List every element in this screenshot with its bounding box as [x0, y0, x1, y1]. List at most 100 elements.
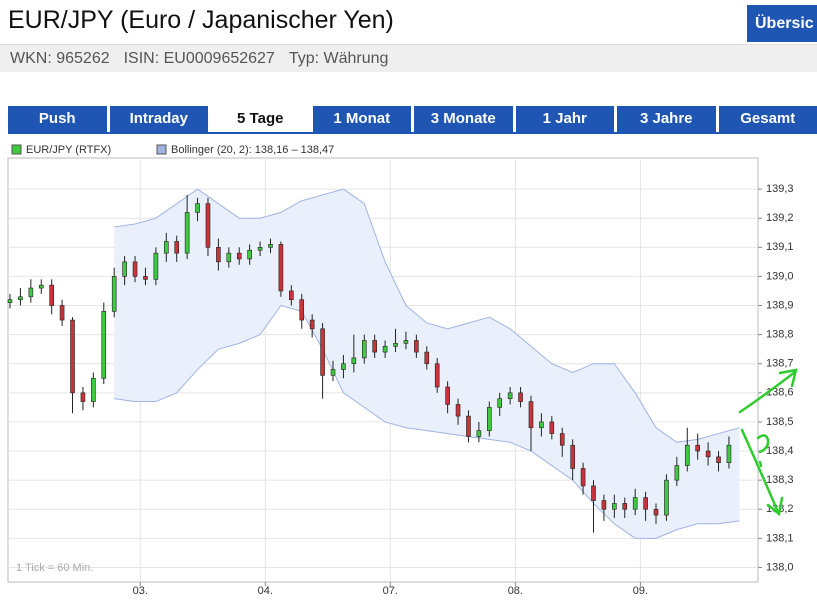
tab[interactable]: 1 Jahr	[515, 106, 614, 132]
candle-body	[320, 328, 325, 376]
candle-body	[361, 340, 367, 359]
candle-body	[674, 465, 680, 481]
candle-body	[445, 386, 450, 405]
y-tick-label: 138,1	[766, 532, 794, 544]
y-tick-label: 138,3	[766, 474, 794, 486]
tab[interactable]: 5 Tage	[211, 106, 310, 132]
tab-underline	[8, 132, 817, 134]
candle-body	[612, 503, 617, 510]
candle-body	[226, 252, 232, 263]
candle-body	[507, 392, 513, 399]
x-tick-label: 03.	[133, 585, 148, 597]
candle-body	[268, 244, 273, 248]
candle-body	[487, 407, 492, 431]
legend-swatch	[11, 144, 22, 155]
info-item: WKN: 965262	[10, 50, 110, 67]
candle-body	[174, 241, 180, 254]
candle-body	[372, 340, 377, 353]
candle-body	[111, 276, 117, 312]
legend-label: EUR/JPY (RTFX)	[26, 144, 111, 156]
candle-body	[59, 305, 65, 321]
candle-body	[184, 212, 190, 254]
candle-body	[393, 343, 398, 347]
overview-button[interactable]: Übersic	[747, 5, 817, 42]
candle-body	[684, 444, 690, 466]
candle-body	[49, 284, 54, 306]
candle-body	[143, 276, 148, 280]
tab[interactable]: 1 Monat	[312, 106, 411, 132]
candle-body	[91, 377, 96, 402]
info-item: ISIN: EU0009652627	[123, 50, 275, 67]
y-tick-label: 139,3	[766, 183, 794, 195]
candle-body	[195, 203, 200, 213]
candle-body	[122, 261, 127, 277]
candle-body	[466, 415, 471, 437]
candle-body	[70, 319, 75, 394]
x-tick-label: 04.	[258, 585, 273, 597]
candle-body	[570, 444, 575, 469]
y-tick-label: 138,0	[766, 561, 794, 573]
candle-body	[653, 508, 659, 516]
y-tick-label: 139,2	[766, 212, 794, 224]
candle-body	[216, 247, 221, 263]
tabs: Push Intraday 5 Tage 1 Monat 3 Monate 1 Jahr 3…	[8, 106, 817, 132]
candle-body	[101, 311, 107, 379]
candle-body	[528, 401, 534, 429]
band-upper	[114, 188, 740, 443]
candle-body	[278, 244, 284, 292]
x-tick-label: 07.	[383, 585, 398, 597]
y-tick-label: 138,5	[766, 416, 794, 428]
candle-body	[539, 421, 544, 429]
candle-body	[549, 421, 555, 434]
candle-body	[424, 351, 430, 365]
candle-body	[80, 392, 86, 402]
candle-body	[38, 284, 44, 289]
candle-body	[434, 363, 440, 388]
candle-body	[664, 479, 669, 516]
info-item: Typ: Währung	[288, 50, 389, 67]
candle-body	[28, 287, 34, 298]
candle-body	[559, 433, 565, 446]
candle-body	[132, 261, 138, 277]
candle-body	[247, 249, 252, 260]
candle-body	[153, 252, 159, 280]
candle-body	[632, 497, 638, 510]
candle-body	[351, 357, 357, 365]
candle-body	[414, 340, 419, 353]
candle-body	[518, 392, 523, 402]
candle-body	[726, 444, 732, 463]
candle-body	[591, 485, 596, 501]
x-tick-label: 08.	[508, 585, 523, 597]
candle-body	[643, 497, 648, 510]
tab[interactable]: Intraday	[109, 106, 208, 132]
candle-body	[7, 299, 13, 303]
y-tick-label: 138,8	[766, 329, 794, 341]
candle-body	[330, 369, 336, 376]
handwritten-annotation	[738, 368, 798, 517]
candle-body	[580, 468, 586, 487]
y-tick-label: 139,1	[766, 241, 794, 253]
tick-note: 1 Tick = 60 Min.	[16, 562, 93, 574]
candle-body	[309, 319, 315, 330]
tab[interactable]: Gesamt	[718, 106, 817, 132]
candle-body	[289, 290, 294, 300]
y-tick-label: 138,4	[766, 445, 794, 457]
tab[interactable]: Push	[8, 106, 107, 132]
tab[interactable]: 3 Monate	[414, 106, 513, 132]
candle-body	[341, 363, 346, 370]
candle-body	[299, 299, 305, 321]
y-tick-label: 139,0	[766, 270, 794, 282]
tab[interactable]: 3 Jahre	[617, 106, 716, 132]
candle-body	[382, 345, 388, 353]
x-tick-label: 09.	[633, 585, 648, 597]
candle-body	[236, 252, 242, 260]
y-tick-label: 138,6	[766, 387, 794, 399]
candle-body	[716, 456, 721, 463]
candle-body	[601, 500, 607, 510]
candle-body	[476, 430, 482, 437]
info-bar: WKN: 965262 ISIN: EU0009652627 Typ: Währun…	[0, 44, 817, 72]
candle-body	[622, 503, 628, 510]
band-lower	[114, 304, 740, 539]
